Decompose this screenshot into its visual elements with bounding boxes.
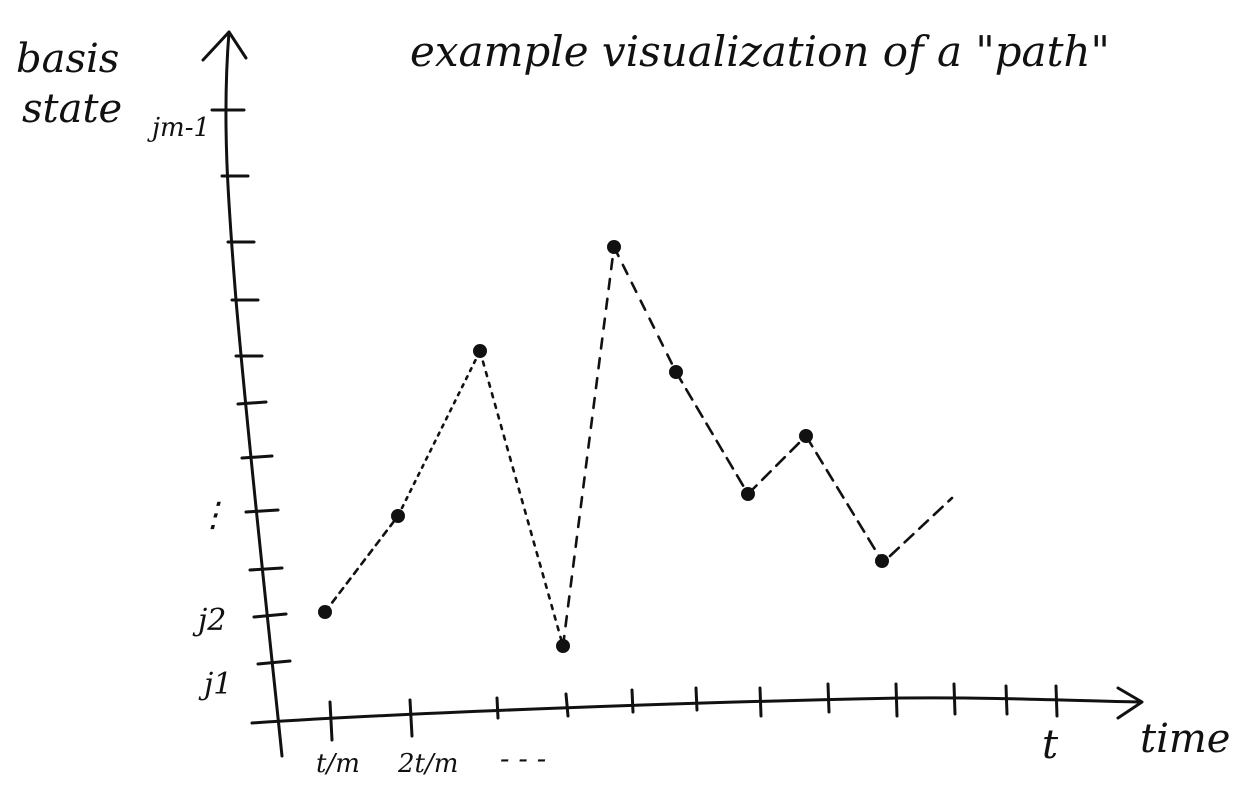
path-point bbox=[669, 365, 683, 379]
path-point bbox=[391, 509, 405, 523]
x-tick-label-t: t bbox=[1042, 722, 1059, 768]
x-axis-arrowhead bbox=[1116, 686, 1144, 720]
y-tick bbox=[240, 454, 274, 460]
path-segment bbox=[804, 434, 884, 563]
path-segment bbox=[323, 514, 400, 614]
path-segment bbox=[612, 245, 678, 374]
path-point bbox=[741, 487, 755, 501]
x-axis-label: time bbox=[1140, 716, 1230, 762]
path-segments bbox=[323, 245, 884, 648]
path-segment bbox=[478, 349, 565, 648]
path-point bbox=[799, 429, 813, 443]
x-tick bbox=[328, 700, 334, 742]
y-axis-arrowhead bbox=[201, 30, 248, 62]
path-segment bbox=[746, 434, 808, 496]
path-continuation bbox=[888, 496, 954, 558]
x-tick bbox=[1054, 684, 1059, 718]
x-tick bbox=[952, 682, 957, 716]
x-tick-label-ellipsis: - - - bbox=[500, 742, 546, 775]
x-tick bbox=[408, 698, 414, 738]
x-axis-line bbox=[250, 696, 1142, 725]
y-tick-label-jm-1: jm-1 bbox=[147, 113, 210, 143]
path-point bbox=[875, 554, 889, 568]
path-points bbox=[318, 240, 889, 653]
y-tick bbox=[256, 659, 292, 666]
x-tick bbox=[694, 686, 699, 712]
x-tick bbox=[894, 682, 899, 718]
x-tick bbox=[630, 688, 635, 714]
path-point bbox=[607, 240, 621, 254]
y-tick bbox=[252, 612, 288, 619]
path-segment bbox=[396, 349, 482, 518]
y-axis-label-line1: basis bbox=[16, 36, 119, 82]
y-axis-line bbox=[224, 30, 284, 758]
path-point bbox=[318, 605, 332, 619]
x-tick bbox=[1004, 684, 1009, 716]
x-axis-ticks bbox=[328, 682, 1059, 742]
x-tick bbox=[826, 682, 831, 714]
diagram-title: example visualization of a "path" bbox=[410, 27, 1110, 76]
x-tick bbox=[495, 696, 500, 720]
y-tick bbox=[244, 508, 280, 514]
x-tick bbox=[564, 692, 570, 718]
x-tick-label-t-over-m: t/m bbox=[316, 749, 360, 779]
x-tick-label-2t-over-m: 2t/m bbox=[397, 749, 458, 779]
y-axis-ticks bbox=[210, 108, 292, 666]
y-tick bbox=[248, 566, 284, 572]
x-tick bbox=[758, 686, 763, 718]
path-segment bbox=[561, 245, 616, 648]
y-tick-label-j1: j1 bbox=[198, 667, 232, 702]
path-point bbox=[473, 344, 487, 358]
y-tick-label-j2: j2 bbox=[192, 603, 226, 638]
y-tick bbox=[236, 400, 268, 406]
y-tick-label-ellipsis: ⋮ bbox=[196, 495, 230, 535]
path-segment bbox=[674, 370, 750, 496]
y-axis-label-line2: state bbox=[22, 86, 122, 132]
path-point bbox=[556, 639, 570, 653]
